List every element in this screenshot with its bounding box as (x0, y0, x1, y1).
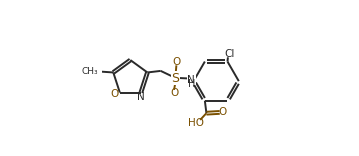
Text: S: S (172, 71, 180, 85)
Text: O: O (172, 57, 181, 67)
Text: O: O (170, 88, 178, 98)
Text: N: N (137, 92, 145, 102)
Text: N: N (187, 75, 195, 85)
Text: Cl: Cl (225, 49, 235, 59)
Text: H: H (187, 79, 195, 89)
Text: O: O (218, 107, 227, 117)
Text: O: O (111, 89, 119, 99)
Text: CH₃: CH₃ (81, 67, 98, 76)
Text: HO: HO (188, 118, 204, 128)
